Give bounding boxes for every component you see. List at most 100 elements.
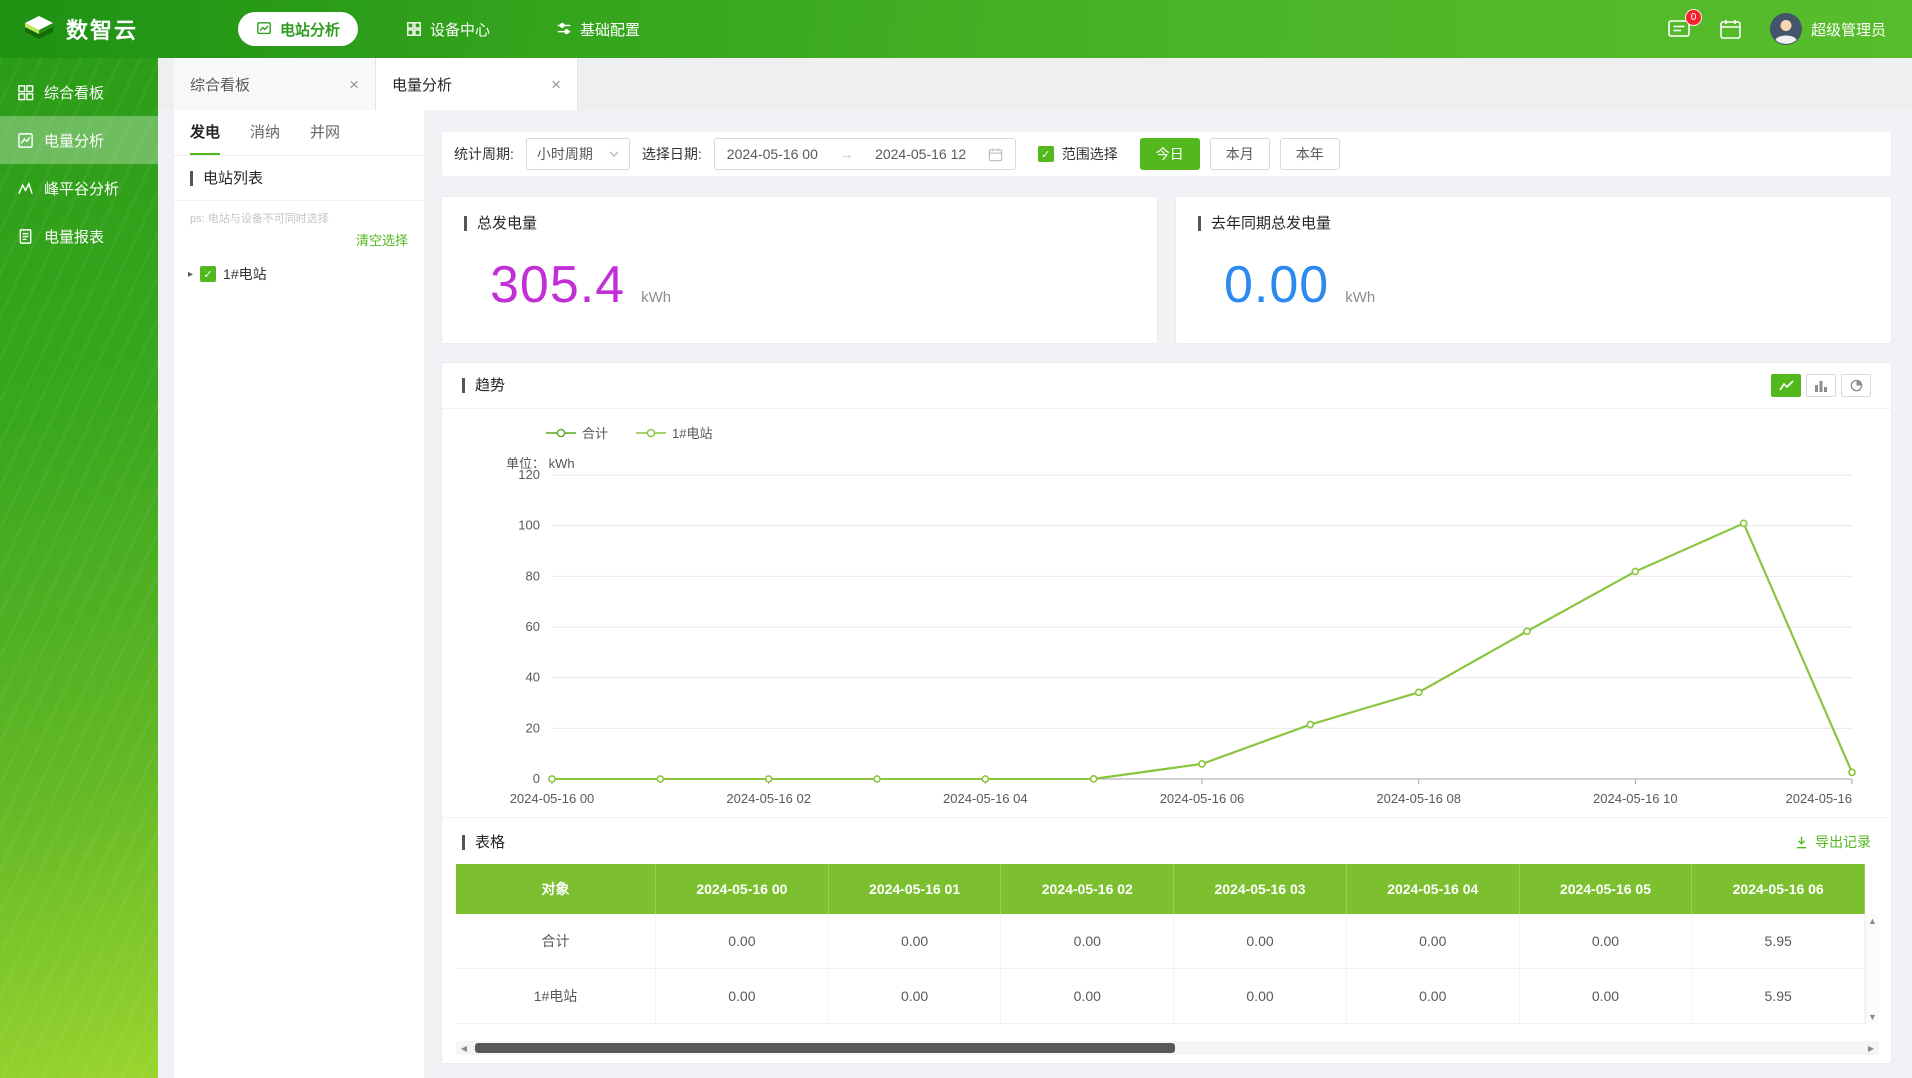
station-label: 1#电站: [223, 266, 267, 282]
range-checkbox-label: 范围选择: [1061, 146, 1118, 162]
date-end-value[interactable]: 2024-05-16 12: [875, 146, 967, 162]
scroll-left-arrow[interactable]: ◀: [460, 1043, 468, 1053]
expand-caret-icon[interactable]: ▸: [188, 268, 194, 280]
topbar-right: 0 超级管理员: [1667, 9, 1912, 45]
logo-text: 数智云: [66, 18, 139, 43]
legend-label: 1#电站: [672, 426, 713, 441]
scroll-up-arrow[interactable]: ▲: [1868, 916, 1877, 926]
last-year-generation-card: 去年同期总发电量 0.00 kWh: [1175, 196, 1892, 344]
table-cell: 0.00: [656, 914, 829, 969]
table-cell: 0.00: [1001, 914, 1175, 969]
svg-text:2024-05-16 10: 2024-05-16 10: [1593, 791, 1678, 806]
panel-tab-label: 消纳: [250, 124, 281, 141]
legend-label: 合计: [582, 426, 609, 441]
this-month-button[interactable]: 本月: [1209, 138, 1270, 170]
date-label: 选择日期:: [641, 146, 702, 162]
svg-text:0: 0: [533, 771, 540, 786]
legend-item-total[interactable]: 合计: [546, 423, 608, 442]
table-cell: 0.00: [656, 969, 829, 1024]
tab-grid-connection[interactable]: 并网: [310, 110, 340, 155]
export-label: 导出记录: [1815, 834, 1871, 850]
close-icon[interactable]: ×: [551, 74, 561, 94]
column-header: 2024-05-16 02: [1001, 864, 1175, 914]
legend-item-station[interactable]: 1#电站: [636, 423, 712, 442]
scrollbar-thumb[interactable]: [475, 1043, 1175, 1053]
notification-badge: 0: [1684, 9, 1702, 26]
station-list-title: 电站列表: [190, 171, 263, 186]
nav-label: 基础配置: [580, 21, 641, 39]
date-start-value[interactable]: 2024-05-16 00: [726, 146, 818, 162]
basic-config-icon: [557, 22, 571, 35]
scroll-right-arrow[interactable]: ▶: [1867, 1043, 1875, 1053]
column-header: 2024-05-16 06: [1692, 864, 1866, 914]
period-value: 小时周期: [536, 146, 593, 162]
trend-title: 趋势: [462, 378, 505, 393]
panel-tab-label: 并网: [310, 124, 341, 141]
pie-chart-icon: [1850, 379, 1862, 392]
row-name-cell: 合计: [456, 914, 656, 969]
station-analysis-icon: [257, 22, 271, 35]
sidebar-item-peak-valley-analysis[interactable]: 峰平谷分析: [0, 164, 158, 212]
line-chart-icon: [1778, 379, 1794, 390]
last-year-generation-unit: kWh: [1345, 289, 1376, 306]
trend-chart-block: 合计 1#电站 单位： kWh 0 20 40 60 80 100 120 2024-05-1…: [442, 409, 1891, 817]
this-year-button[interactable]: 本年: [1279, 138, 1340, 170]
tab-generation[interactable]: 发电: [190, 110, 221, 155]
tab-consumption[interactable]: 消纳: [250, 110, 280, 155]
station-tree-item[interactable]: ▸ ✓ 1#电站: [174, 257, 424, 291]
scroll-down-arrow[interactable]: ▼: [1868, 1012, 1877, 1022]
period-label: 统计周期:: [454, 146, 514, 162]
station-checkbox-checked[interactable]: ✓: [200, 266, 217, 282]
period-select[interactable]: 小时周期: [525, 138, 630, 170]
total-generation-title: 总发电量: [464, 216, 537, 231]
clear-selection-link[interactable]: 清空选择: [355, 233, 408, 248]
table-row: 1#电站 0.00 0.00 0.00 0.00 0.00 0.00 5.95: [456, 969, 1866, 1024]
table-header-row: 对象 2024-05-16 00 2024-05-16 01 2024-05-1…: [456, 864, 1866, 914]
sidebar-item-dashboard[interactable]: 综合看板: [0, 68, 158, 116]
svg-text:120: 120: [518, 467, 540, 482]
station-list-hint: ps: 电站与设备不可同时选择: [190, 213, 329, 225]
range-arrow-icon: →: [839, 146, 854, 162]
chart-unit-label: 单位： kWh: [506, 456, 575, 471]
export-records-link[interactable]: 导出记录: [1794, 832, 1871, 852]
quick-range-buttons: 今日 本月 本年: [1139, 138, 1340, 170]
nav-item-device-center[interactable]: 设备中心: [388, 12, 508, 46]
open-tabs-bar: 综合看板 × 电量分析 ×: [158, 58, 1912, 110]
sidebar-item-label: 电量分析: [44, 132, 105, 150]
chevron-down-icon: [609, 151, 619, 157]
sidebar-item-power-report[interactable]: 电量报表: [0, 212, 158, 260]
download-icon: [1796, 836, 1807, 848]
messages-button[interactable]: 0: [1667, 9, 1702, 40]
trend-chart: 0 20 40 60 80 100 120 2024-05-16 00 2024-05-16 0…: [510, 467, 1856, 806]
user-menu[interactable]: 超级管理员: [1769, 13, 1886, 45]
nav-label: 设备中心: [430, 21, 491, 39]
table-vertical-scrollbar[interactable]: ▲ ▼: [1865, 914, 1879, 1024]
calendar-button[interactable]: [1719, 18, 1742, 40]
data-table: 对象 2024-05-16 00 2024-05-16 01 2024-05-1…: [456, 864, 1866, 1024]
line-chart-type-button[interactable]: [1771, 374, 1801, 397]
sidebar-item-power-analysis[interactable]: 电量分析: [0, 116, 158, 164]
tab-power-analysis[interactable]: 电量分析 ×: [376, 58, 578, 110]
trend-header: 趋势: [442, 363, 1891, 409]
bar-chart-type-button[interactable]: [1806, 374, 1836, 397]
date-range-input[interactable]: 2024-05-16 00 → 2024-05-16 12: [713, 138, 1016, 170]
pie-chart-type-button[interactable]: [1841, 374, 1871, 397]
today-button[interactable]: 今日: [1139, 138, 1200, 170]
tab-dashboard[interactable]: 综合看板 ×: [174, 58, 376, 110]
svg-text:2024-05-16 02: 2024-05-16 02: [726, 791, 811, 806]
table-cell: 0.00: [1346, 914, 1520, 969]
range-checkbox-checked[interactable]: ✓: [1037, 146, 1054, 162]
nav-item-station-analysis[interactable]: 电站分析: [238, 12, 359, 46]
close-icon[interactable]: ×: [349, 74, 359, 94]
station-panel: 发电 消纳 并网 电站列表 ps: 电站与设备不可同时选择 清空选择 ▸ ✓ 1…: [174, 110, 424, 1078]
logo-icon: [25, 16, 53, 39]
table-horizontal-scrollbar[interactable]: ◀ ▶: [456, 1041, 1879, 1055]
nav-item-basic-config[interactable]: 基础配置: [538, 12, 658, 46]
column-header: 2024-05-16 05: [1520, 864, 1693, 914]
svg-text:60: 60: [526, 619, 540, 634]
table-title: 表格: [462, 834, 505, 850]
data-table-wrap: 对象 2024-05-16 00 2024-05-16 01 2024-05-1…: [456, 864, 1879, 1024]
chart-legend: 合计 1#电站: [546, 423, 712, 442]
range-select-toggle[interactable]: ✓ 范围选择: [1037, 144, 1118, 164]
nav-label: 电站分析: [280, 21, 341, 39]
